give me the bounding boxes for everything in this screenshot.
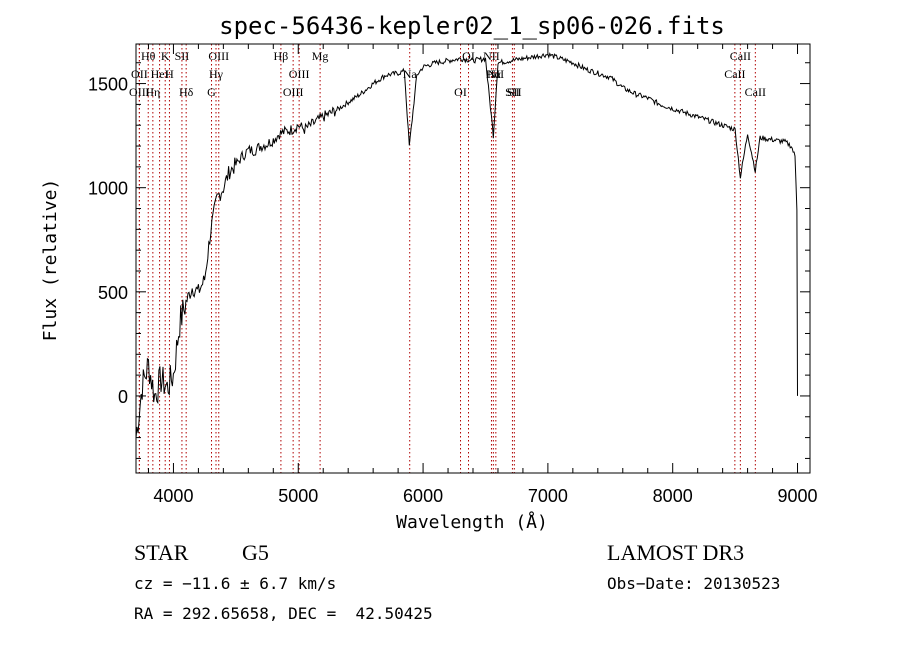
line-label: OI bbox=[454, 85, 467, 99]
x-tick-label: 5000 bbox=[278, 486, 318, 506]
y-axis: 0 500 1000 1500 bbox=[88, 62, 810, 459]
line-label: CaII bbox=[730, 49, 751, 63]
x-tick-label: 9000 bbox=[777, 486, 817, 506]
x-tick-label: 6000 bbox=[403, 486, 443, 506]
x-tick-label: 7000 bbox=[528, 486, 568, 506]
line-label: OII bbox=[131, 67, 148, 81]
line-label: SII bbox=[505, 85, 520, 99]
line-label: Mg bbox=[312, 49, 329, 63]
line-markers bbox=[138, 44, 756, 473]
line-label: SII bbox=[507, 85, 522, 99]
redshift-cz: cz = −11.6 ± 6.7 km/s bbox=[134, 574, 337, 593]
y-tick-label: 500 bbox=[98, 283, 128, 303]
line-label: Hβ bbox=[274, 49, 289, 63]
x-tick-label: 4000 bbox=[153, 486, 193, 506]
line-label: Hγ bbox=[209, 67, 224, 81]
x-axis-title: Wavelength (Å) bbox=[396, 511, 548, 533]
line-label: Hη bbox=[145, 85, 160, 99]
line-label: Na bbox=[403, 67, 418, 81]
line-label: OIII bbox=[283, 85, 304, 99]
chart-title: spec-56436-kepler02_1_sp06-026.fits bbox=[219, 12, 725, 40]
line-label: OIII bbox=[208, 49, 229, 63]
observation-date: Obs−Date: 20130523 bbox=[607, 574, 781, 593]
line-label: Hδ bbox=[179, 85, 194, 99]
line-label: OIII bbox=[129, 85, 150, 99]
line-label: CaII bbox=[724, 67, 745, 81]
line-label: G bbox=[207, 85, 216, 99]
line-labels: HθOIIOIIIKHeIHηSIIHHδOIIIHγGHβOIIIOIIIMg… bbox=[129, 49, 766, 99]
line-label: SII bbox=[175, 49, 190, 63]
line-label: NII bbox=[488, 67, 505, 81]
y-tick-label: 0 bbox=[118, 387, 128, 407]
object-class: STAR bbox=[134, 540, 189, 565]
spectrum-line bbox=[135, 52, 798, 438]
line-label: K bbox=[161, 49, 170, 63]
line-label: OIII bbox=[289, 67, 310, 81]
survey-name: LAMOST DR3 bbox=[607, 540, 745, 565]
y-tick-label: 1500 bbox=[88, 75, 128, 95]
y-tick-label: 1000 bbox=[88, 179, 128, 199]
x-tick-label: 8000 bbox=[653, 486, 693, 506]
line-label: OI bbox=[462, 49, 475, 63]
line-label: H bbox=[165, 67, 174, 81]
plot-frame bbox=[135, 43, 811, 474]
line-label: NII bbox=[483, 49, 500, 63]
spectrum-chart: spec-56436-kepler02_1_sp06-026.fits Hθ OI… bbox=[40, 12, 818, 533]
x-axis: 4000 5000 6000 7000 8000 9000 bbox=[147, 44, 818, 506]
y-axis-title: Flux (relative) bbox=[40, 179, 61, 342]
line-label: Hθ bbox=[141, 49, 156, 63]
spectral-subclass: G5 bbox=[242, 540, 269, 565]
line-label: CaII bbox=[745, 85, 766, 99]
line-label: HeI bbox=[151, 67, 169, 81]
ra-dec-coordinates: RA = 292.65658, DEC = 42.50425 bbox=[134, 604, 433, 623]
